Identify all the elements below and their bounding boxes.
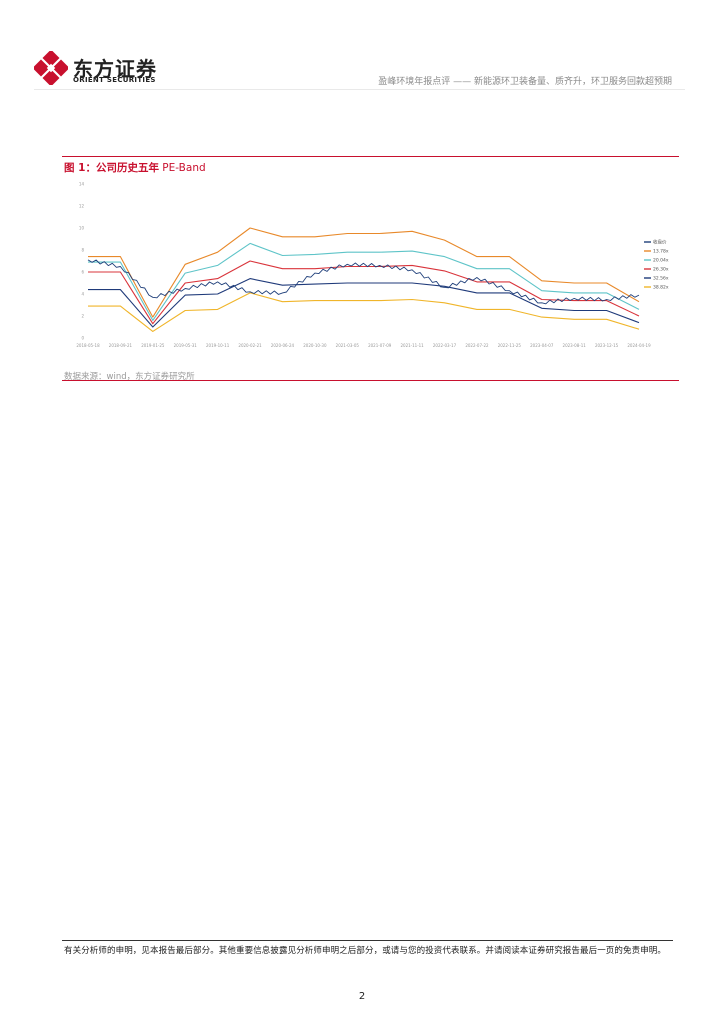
y-tick-label: 4	[81, 292, 84, 297]
legend-label: 20.04x	[653, 258, 669, 264]
x-tick-label: 2024-04-19	[627, 343, 651, 348]
series-line-band-1	[88, 227, 640, 318]
figure-title-main: 公司历史五年	[95, 162, 159, 174]
x-tick-label: 2020-02-21	[238, 343, 262, 348]
y-tick-label: 14	[79, 182, 85, 187]
figure-source: 数据来源：wind，东方证券研究所	[64, 372, 195, 382]
series-line-band-3	[88, 260, 640, 325]
legend-label: 32.56x	[653, 276, 669, 282]
x-tick-label: 2019-05-31	[174, 343, 198, 348]
logo-chinese-name: 东方证券	[73, 57, 157, 81]
report-title: 盈峰环境年报点评 —— 新能源环卫装备量、质齐升，环卫服务回款超预期	[378, 77, 672, 87]
x-tick-label: 2022-03-17	[433, 343, 457, 348]
legend-label: 13.78x	[653, 249, 669, 255]
x-tick-label: 2019-01-25	[141, 343, 165, 348]
series-line-band-4	[88, 278, 640, 328]
x-tick-label: 2023-08-11	[563, 343, 587, 348]
orient-logo-icon	[34, 51, 68, 85]
x-tick-label: 2023-04-07	[530, 343, 554, 348]
page-number: 2	[358, 991, 366, 1002]
series-line-price	[87, 259, 640, 305]
x-tick-label: 2023-12-15	[595, 343, 619, 348]
legend-label: 26.30x	[653, 267, 669, 273]
logo-english-name: ORIENT SECURITIES	[73, 76, 156, 84]
x-tick-label: 2021-07-09	[368, 343, 392, 348]
x-tick-label: 2018-05-18	[76, 343, 100, 348]
figure-title-suffix: PE-Band	[158, 162, 206, 174]
y-tick-label: 6	[81, 270, 84, 275]
legend-label: 收盘价	[653, 239, 667, 246]
figure-title-prefix: 图 1：	[64, 162, 96, 174]
legend-label: 38.82x	[653, 285, 669, 291]
y-tick-label: 10	[79, 226, 85, 231]
x-tick-label: 2022-11-25	[498, 343, 522, 348]
figure-title: 图 1：公司历史五年 PE-Band	[64, 160, 206, 175]
y-tick-label: 12	[79, 204, 85, 209]
x-tick-label: 2022-07-22	[465, 343, 489, 348]
x-tick-label: 2019-10-11	[206, 343, 230, 348]
y-tick-label: 8	[81, 248, 84, 253]
series-line-band-2	[88, 242, 640, 321]
pe-band-chart: 0 2 4 6 8 10 12 14 2018-05-18 2018-09-21 2019-01-2…	[76, 182, 669, 349]
x-tick-label: 2018-09-21	[109, 343, 133, 348]
x-tick-label: 2021-03-05	[336, 343, 360, 348]
y-tick-label: 2	[81, 314, 84, 319]
x-tick-label: 2021-11-11	[400, 343, 424, 348]
x-tick-label: 2020-06-24	[271, 343, 295, 348]
footer-divider	[62, 940, 673, 941]
figure-top-rule	[62, 156, 679, 157]
x-tick-label: 2020-10-30	[303, 343, 327, 348]
series-line-band-5	[88, 292, 640, 332]
y-tick-label: 0	[81, 336, 84, 341]
figure-bottom-rule	[62, 380, 679, 381]
page-header: 东方证券 ORIENT SECURITIES 盈峰环境年报点评 —— 新能源环卫…	[0, 0, 724, 92]
disclaimer-text: 有关分析师的申明，见本报告最后部分。其他重要信息披露见分析师申明之后部分，或请与…	[64, 946, 667, 956]
header-divider	[34, 89, 685, 90]
